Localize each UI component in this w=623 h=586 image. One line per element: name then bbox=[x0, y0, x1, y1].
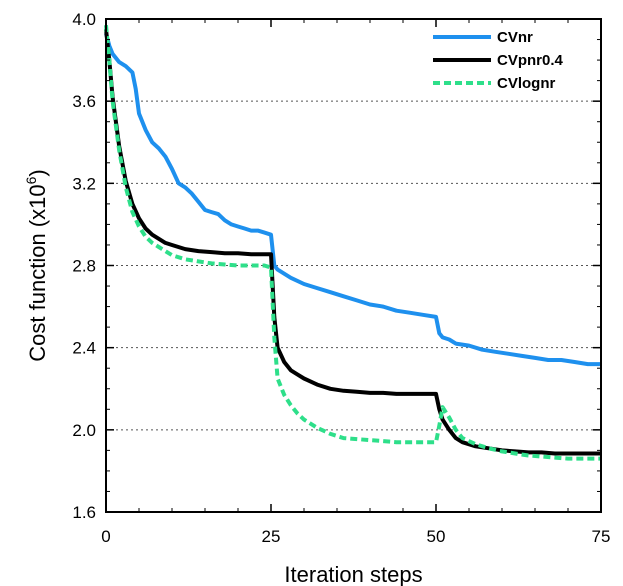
x-tick-label: 0 bbox=[101, 527, 110, 546]
series-line-cvnr bbox=[104, 32, 601, 367]
y-tick-label: 2.0 bbox=[72, 421, 96, 440]
legend: CVnr CVpnr0.4 CVlognr bbox=[433, 29, 564, 92]
grid-lines bbox=[106, 100, 601, 431]
y-axis-title-close: ) bbox=[25, 169, 50, 176]
y-tick-label: 3.6 bbox=[72, 92, 96, 111]
series-line-cvpnr0-4 bbox=[104, 29, 601, 456]
x-axis-title: Iteration steps bbox=[284, 562, 422, 586]
x-tick-label: 75 bbox=[592, 527, 611, 546]
y-axis-title-exponent: 6 bbox=[23, 176, 39, 184]
series-lines bbox=[104, 25, 601, 461]
y-tick-label: 4.0 bbox=[72, 10, 96, 29]
legend-label-cvpnr0-4: CVpnr0.4 bbox=[497, 52, 564, 69]
legend-label-cvnr: CVnr bbox=[497, 29, 533, 46]
y-axis-title: Cost function (x106) bbox=[23, 169, 50, 361]
x-tick-label: 25 bbox=[262, 527, 281, 546]
y-tick-label: 3.2 bbox=[72, 174, 96, 193]
x-tick-label: 50 bbox=[427, 527, 446, 546]
y-tick-label: 1.6 bbox=[72, 503, 96, 522]
y-tick-label: 2.8 bbox=[72, 257, 96, 276]
axis-ticks bbox=[105, 18, 602, 513]
tick-labels: 1.6 2.0 2.4 2.8 3.2 3.6 4.0 0 25 50 75 bbox=[72, 10, 610, 546]
y-axis-title-main: Cost function (x10 bbox=[25, 184, 50, 361]
legend-label-cvlognr: CVlognr bbox=[497, 75, 555, 92]
series-line-cvlognr bbox=[104, 25, 601, 461]
y-tick-label: 2.4 bbox=[72, 339, 96, 358]
